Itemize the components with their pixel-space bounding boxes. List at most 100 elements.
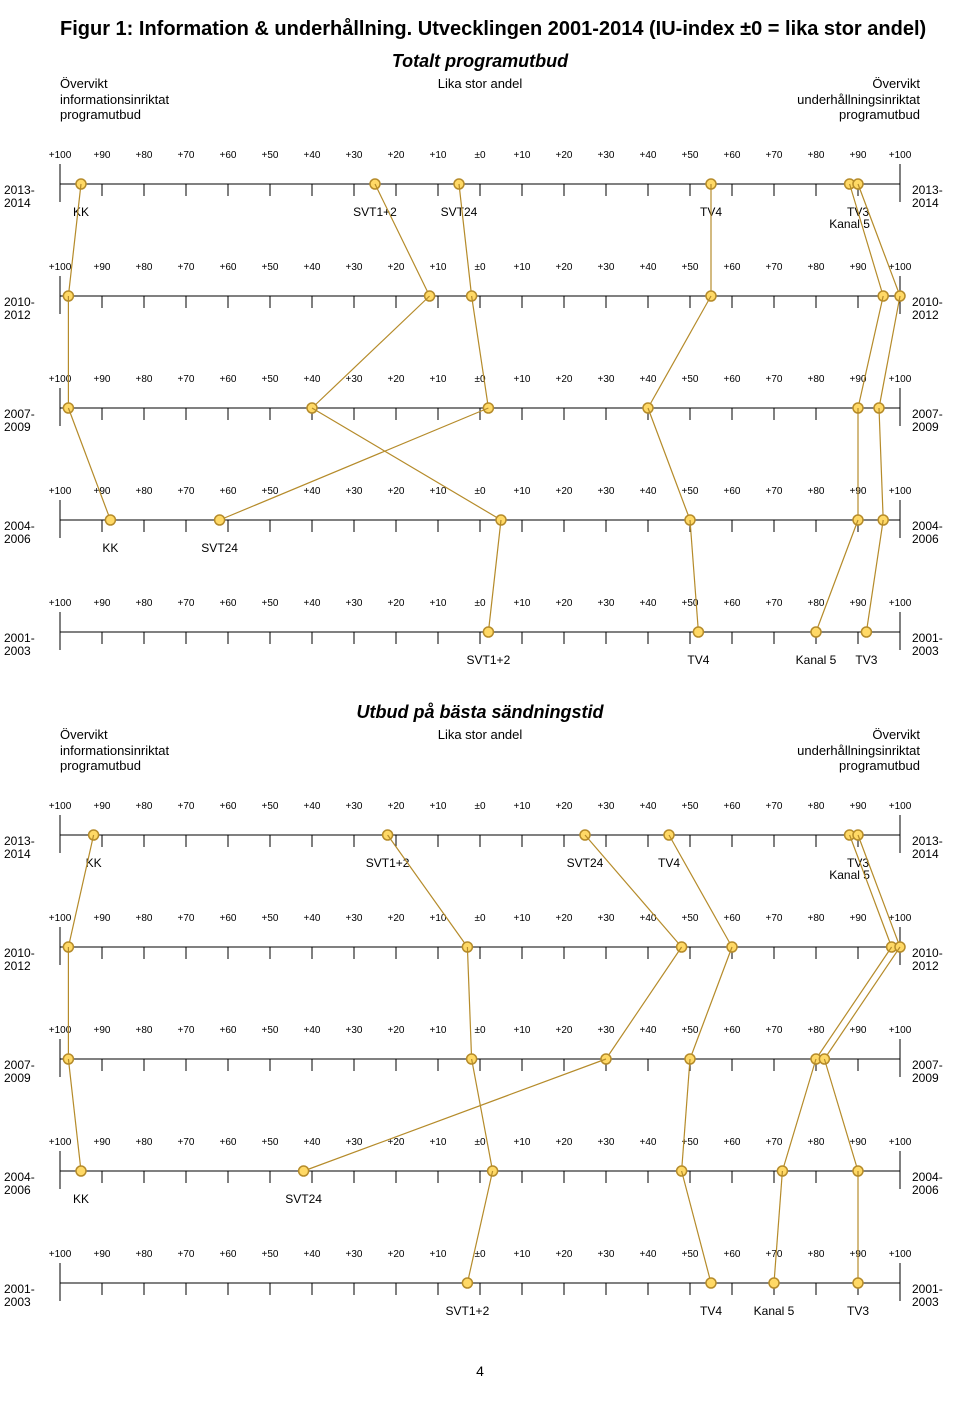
scale-label: +80 xyxy=(136,801,153,812)
scale-label: +80 xyxy=(136,1249,153,1260)
scale-label: +70 xyxy=(766,374,783,385)
channel-label: SVT24 xyxy=(285,1192,322,1206)
scale-label: +100 xyxy=(889,801,912,812)
scale-label: +80 xyxy=(808,801,825,812)
scale-label: +80 xyxy=(808,150,825,161)
year-label-left: 2001- 2003 xyxy=(4,632,48,658)
marker-svt24 xyxy=(215,515,225,525)
header-row: Övervikt informationsinriktat programutb… xyxy=(0,727,960,783)
channel-label: Kanal 5 xyxy=(829,217,870,231)
scale-label: +20 xyxy=(556,374,573,385)
scale-label: +20 xyxy=(388,1025,405,1036)
scale-label: +10 xyxy=(514,913,531,924)
scale-label: +20 xyxy=(388,486,405,497)
scale-label: +70 xyxy=(178,1249,195,1260)
channel-label: TV3 xyxy=(855,653,877,667)
scale-label: +100 xyxy=(49,801,72,812)
axis-row: 2001- 20032001- 2003+100+90+80+70+60+50+… xyxy=(0,592,960,692)
scale-label: +30 xyxy=(598,1249,615,1260)
scale-label: ±0 xyxy=(474,150,485,161)
marker-tv3 xyxy=(853,1278,863,1288)
scale-label: +80 xyxy=(136,150,153,161)
scale-label: +100 xyxy=(889,1137,912,1148)
scale-label: +70 xyxy=(766,1025,783,1036)
section-title: Utbud på bästa sändningstid xyxy=(0,702,960,723)
channel-label: Kanal 5 xyxy=(796,653,837,667)
year-label-left: 2004- 2006 xyxy=(4,1171,48,1197)
scale-label: +30 xyxy=(346,374,363,385)
scale-label: +40 xyxy=(304,1137,321,1148)
scale-label: +90 xyxy=(94,262,111,273)
scale-label: +100 xyxy=(889,598,912,609)
scale-label: +80 xyxy=(808,1025,825,1036)
scale-label: +60 xyxy=(220,1137,237,1148)
scale-label: +60 xyxy=(220,374,237,385)
figure-page: Figur 1: Information & underhållning. Ut… xyxy=(0,0,960,1409)
scale-label: +30 xyxy=(346,913,363,924)
marker-kk xyxy=(76,1166,86,1176)
scale-label: +30 xyxy=(346,598,363,609)
scale-label: ±0 xyxy=(474,913,485,924)
scale-label: +70 xyxy=(178,913,195,924)
scale-label: +60 xyxy=(724,1137,741,1148)
channel-label: TV4 xyxy=(700,1304,722,1318)
scale-label: +70 xyxy=(178,374,195,385)
scale-label: +50 xyxy=(682,262,699,273)
scale-label: +80 xyxy=(136,1137,153,1148)
marker-svt1+2 xyxy=(462,1278,472,1288)
scale-label: +20 xyxy=(388,374,405,385)
scale-label: +50 xyxy=(262,150,279,161)
scale-label: +20 xyxy=(556,598,573,609)
scale-label: ±0 xyxy=(474,1025,485,1036)
year-label-right: 2007- 2009 xyxy=(912,1059,956,1085)
axis-row: 2001- 20032001- 2003+100+90+80+70+60+50+… xyxy=(0,1243,960,1343)
scale-label: +20 xyxy=(388,1249,405,1260)
scale-label: +70 xyxy=(178,1025,195,1036)
scale-label: +40 xyxy=(304,1249,321,1260)
scale-label: +30 xyxy=(346,1025,363,1036)
scale-label: +70 xyxy=(766,1137,783,1148)
year-label-right: 2007- 2009 xyxy=(912,408,956,434)
scale-label: +30 xyxy=(346,150,363,161)
year-label-right: 2004- 2006 xyxy=(912,520,956,546)
scale-label: +50 xyxy=(262,1249,279,1260)
scale-label: +30 xyxy=(598,262,615,273)
scale-label: +50 xyxy=(682,1249,699,1260)
scale-label: +70 xyxy=(178,598,195,609)
scale-label: +90 xyxy=(94,486,111,497)
chart-section: Totalt programutbudÖvervikt informations… xyxy=(0,51,960,692)
year-label-left: 2001- 2003 xyxy=(4,1283,48,1309)
scale-label: ±0 xyxy=(474,262,485,273)
year-label-right: 2013- 2014 xyxy=(912,835,956,861)
scale-label: +90 xyxy=(94,913,111,924)
scale-label: +90 xyxy=(94,374,111,385)
scale-label: +60 xyxy=(724,486,741,497)
scale-label: +20 xyxy=(556,486,573,497)
chart-section: Utbud på bästa sändningstid Övervikt info… xyxy=(0,702,960,1343)
scale-label: +30 xyxy=(598,598,615,609)
scale-label: +100 xyxy=(889,913,912,924)
scale-label: +80 xyxy=(136,913,153,924)
scale-label: +80 xyxy=(136,262,153,273)
scale-label: +40 xyxy=(640,598,657,609)
marker-kanal5 xyxy=(769,1278,779,1288)
scale-label: +30 xyxy=(598,1137,615,1148)
scale-label: +100 xyxy=(49,913,72,924)
channel-label: TV4 xyxy=(687,653,709,667)
scale-label: +80 xyxy=(808,1249,825,1260)
channel-label: SVT1+2 xyxy=(446,1304,490,1318)
scale-label: +40 xyxy=(304,1025,321,1036)
scale-label: +60 xyxy=(220,150,237,161)
scale-label: +10 xyxy=(430,598,447,609)
scale-label: +70 xyxy=(766,1249,783,1260)
channel-label: SVT24 xyxy=(567,856,604,870)
scale-label: +10 xyxy=(514,486,531,497)
scale-label: +10 xyxy=(430,262,447,273)
channel-label: Kanal 5 xyxy=(754,1304,795,1318)
scale-label: +70 xyxy=(766,913,783,924)
scale-label: +70 xyxy=(178,1137,195,1148)
year-label-left: 2004- 2006 xyxy=(4,520,48,546)
scale-label: +30 xyxy=(598,913,615,924)
page-number: 4 xyxy=(0,1363,960,1379)
header-left: Övervikt informationsinriktat programutb… xyxy=(60,76,230,123)
